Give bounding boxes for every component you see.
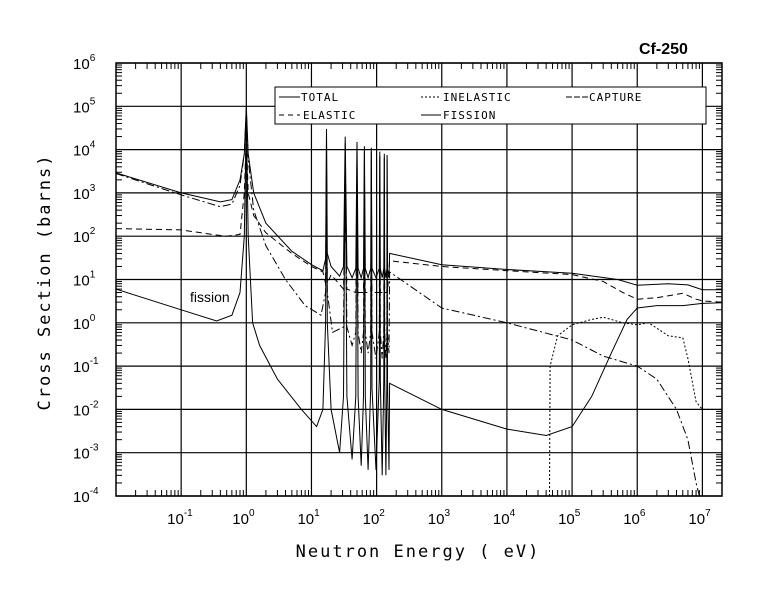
- x-tick-labels: 10-1 100 101 102 103 104 105 106 107: [167, 508, 711, 528]
- x-tick-label: 104: [493, 508, 516, 528]
- fission-annotation: fission: [190, 289, 230, 305]
- series-inelastic-line: [549, 316, 722, 496]
- x-tick-label: 100: [232, 508, 255, 528]
- legend-elastic: ELASTIC: [303, 109, 356, 122]
- y-tick-label: 105: [73, 96, 96, 116]
- series-fission-line: [116, 119, 722, 476]
- y-tick-label: 10-1: [73, 356, 99, 376]
- minor-ticks: [116, 63, 723, 496]
- grid-lines: [116, 62, 722, 497]
- x-tick-label: 101: [297, 508, 320, 528]
- x-tick-label: 10-1: [167, 508, 193, 528]
- y-tick-label: 103: [73, 183, 96, 203]
- series-total-line: [116, 106, 722, 291]
- x-axis-title: Neutron Energy ( eV): [296, 542, 541, 562]
- x-tick-label: 106: [623, 508, 646, 528]
- y-tick-labels: 106 105 104 103 102 101 100 10-1 10-2 10-3 10-4: [73, 53, 99, 506]
- legend-inelastic: INELASTIC: [443, 91, 512, 104]
- legend-fission: FISSION: [443, 109, 496, 122]
- plot-frame: [115, 62, 723, 497]
- chart-title: Cf-250: [639, 41, 688, 58]
- x-tick-label: 107: [688, 508, 711, 528]
- series-curves: [116, 106, 722, 496]
- series-capture-line: [116, 110, 700, 496]
- y-tick-label: 10-4: [73, 486, 99, 506]
- x-tick-label: 105: [558, 508, 581, 528]
- y-tick-label: 106: [73, 53, 96, 73]
- y-tick-label: 104: [73, 140, 96, 160]
- legend-total: TOTAL: [301, 91, 339, 104]
- x-tick-label: 102: [363, 508, 386, 528]
- y-tick-label: 10-3: [73, 443, 99, 463]
- series-elastic-line: [116, 136, 722, 303]
- legend: TOTAL ELASTIC INELASTIC CAPTURE FISSION: [274, 86, 707, 125]
- y-tick-label: 10-2: [73, 399, 99, 419]
- y-tick-label: 102: [73, 226, 96, 246]
- y-tick-label: 100: [73, 313, 96, 333]
- y-tick-label: 101: [73, 270, 96, 290]
- legend-capture: CAPTURE: [589, 91, 642, 104]
- y-axis-title: Cross Section (barns): [35, 154, 55, 411]
- x-tick-label: 103: [428, 508, 451, 528]
- legend-box: [274, 86, 707, 125]
